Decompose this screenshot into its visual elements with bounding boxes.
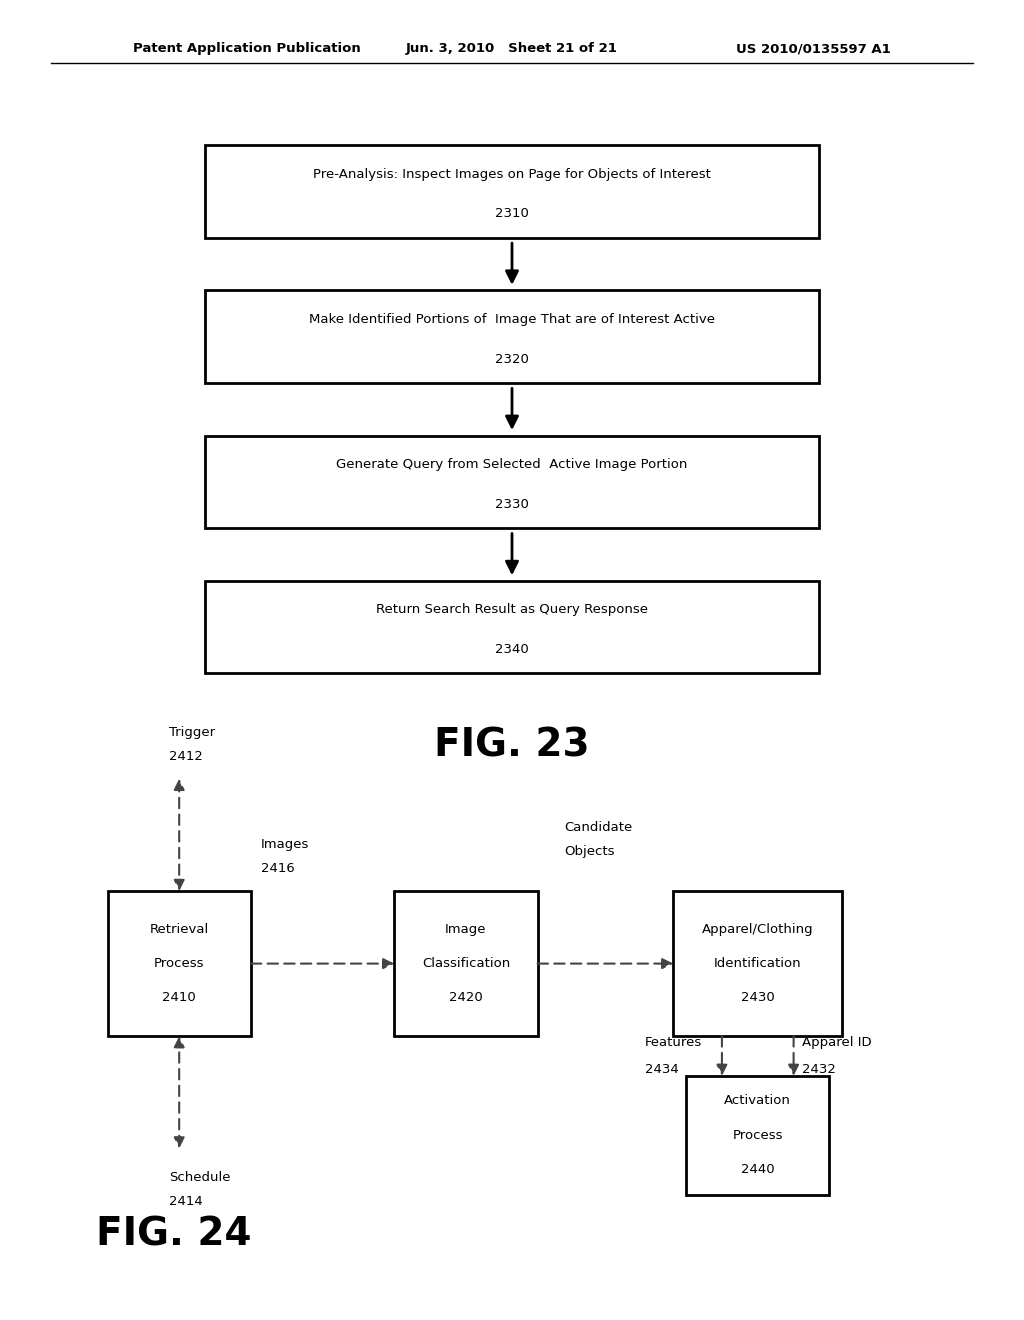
Text: Images: Images [261,838,309,851]
Text: Jun. 3, 2010   Sheet 21 of 21: Jun. 3, 2010 Sheet 21 of 21 [407,42,617,55]
Text: Image: Image [445,923,486,936]
Text: 2310: 2310 [495,207,529,220]
Text: Process: Process [732,1129,783,1142]
Text: 2430: 2430 [741,991,774,1005]
Bar [205,436,819,528]
Text: Candidate: Candidate [564,821,633,834]
Text: 2420: 2420 [450,991,482,1005]
Text: 2330: 2330 [495,498,529,511]
Text: Trigger: Trigger [169,726,215,739]
Text: Apparel/Clothing: Apparel/Clothing [701,923,814,936]
Text: Generate Query from Selected  Active Image Portion: Generate Query from Selected Active Imag… [336,458,688,471]
Text: Patent Application Publication: Patent Application Publication [133,42,360,55]
Text: Schedule: Schedule [169,1171,230,1184]
Bar [108,891,251,1036]
Text: 2434: 2434 [645,1063,679,1076]
Text: 2432: 2432 [802,1063,836,1076]
Text: 2416: 2416 [261,862,295,875]
Text: FIG. 23: FIG. 23 [434,727,590,764]
Text: 2340: 2340 [496,643,528,656]
Text: Apparel ID: Apparel ID [802,1036,871,1049]
Text: Features: Features [645,1036,702,1049]
Text: Process: Process [154,957,205,970]
Text: FIG. 24: FIG. 24 [96,1216,252,1253]
Text: 2414: 2414 [169,1195,203,1208]
Text: 2440: 2440 [741,1163,774,1176]
Bar [205,581,819,673]
Text: 2410: 2410 [163,991,196,1005]
Text: Retrieval: Retrieval [150,923,209,936]
Bar [205,145,819,238]
Text: Objects: Objects [564,845,615,858]
Text: Classification: Classification [422,957,510,970]
Bar [394,891,538,1036]
Text: 2412: 2412 [169,750,203,763]
Text: 2320: 2320 [495,352,529,366]
Text: US 2010/0135597 A1: US 2010/0135597 A1 [736,42,891,55]
Text: Make Identified Portions of  Image That are of Interest Active: Make Identified Portions of Image That a… [309,313,715,326]
Text: Return Search Result as Query Response: Return Search Result as Query Response [376,603,648,616]
Text: Identification: Identification [714,957,802,970]
Bar [686,1076,829,1195]
Text: Activation: Activation [724,1094,792,1107]
Bar [205,290,819,383]
Bar [674,891,842,1036]
Text: Pre-Analysis: Inspect Images on Page for Objects of Interest: Pre-Analysis: Inspect Images on Page for… [313,168,711,181]
